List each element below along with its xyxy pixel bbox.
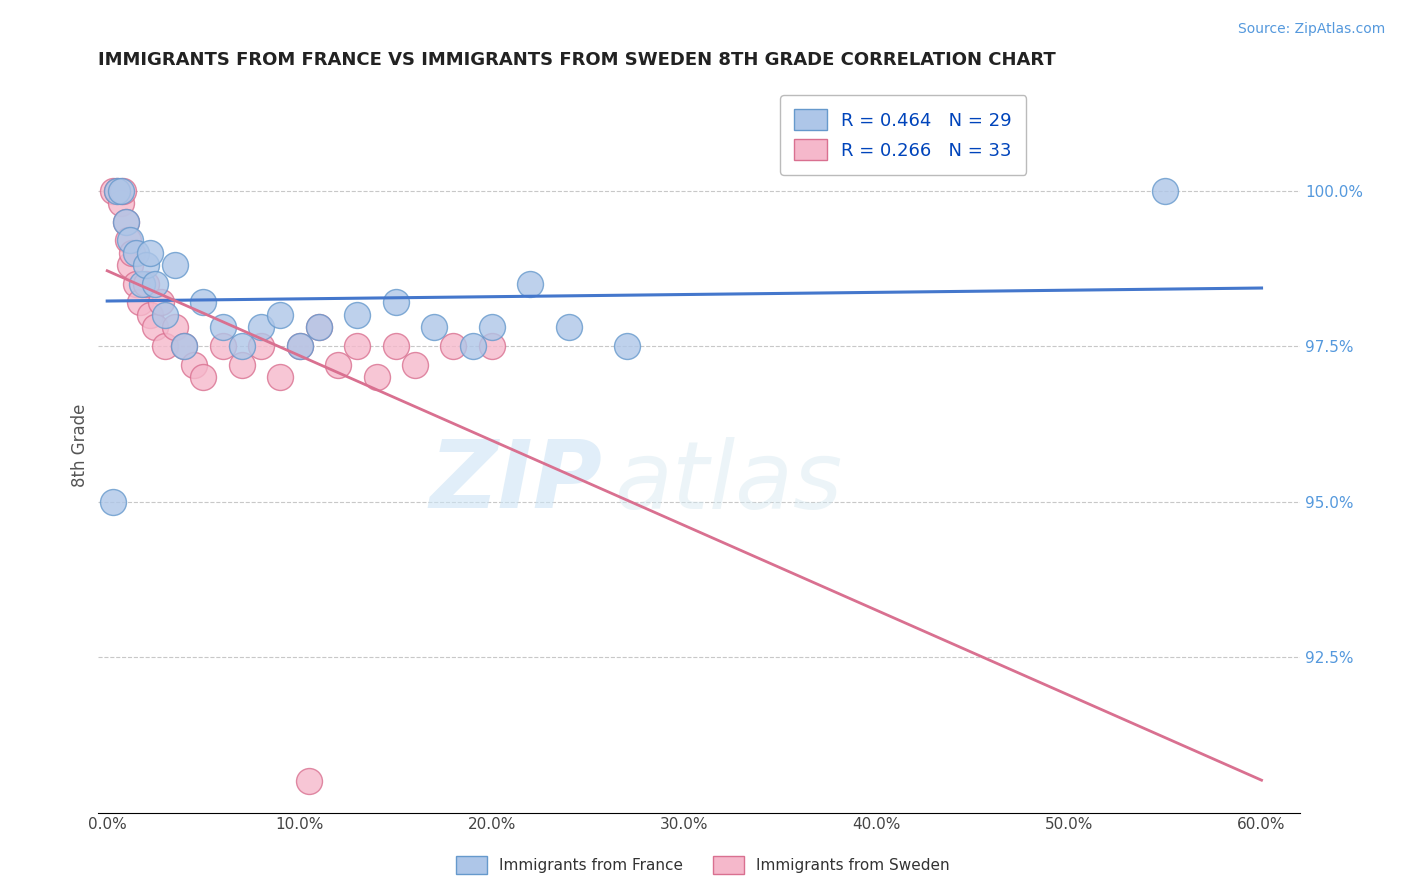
Point — [404, 358, 426, 372]
Point — [101, 184, 124, 198]
Point — [153, 308, 176, 322]
Point — [120, 233, 142, 247]
Point — [143, 277, 166, 291]
Point — [366, 370, 388, 384]
Point — [183, 358, 205, 372]
Point — [131, 277, 153, 291]
Text: ZIP: ZIP — [430, 436, 603, 528]
Point — [193, 295, 215, 310]
Point — [269, 370, 291, 384]
Point — [117, 233, 139, 247]
Point — [115, 214, 138, 228]
Point — [423, 320, 446, 334]
Point — [211, 320, 233, 334]
Point — [346, 339, 368, 353]
Point — [288, 339, 311, 353]
Text: Source: ZipAtlas.com: Source: ZipAtlas.com — [1237, 22, 1385, 37]
Legend: R = 0.464   N = 29, R = 0.266   N = 33: R = 0.464 N = 29, R = 0.266 N = 33 — [780, 95, 1026, 175]
Text: IMMIGRANTS FROM FRANCE VS IMMIGRANTS FROM SWEDEN 8TH GRADE CORRELATION CHART: IMMIGRANTS FROM FRANCE VS IMMIGRANTS FRO… — [97, 51, 1056, 69]
Point — [110, 196, 132, 211]
Point — [138, 308, 160, 322]
Point — [125, 277, 148, 291]
Point — [105, 184, 128, 198]
Point — [105, 184, 128, 198]
Point — [153, 339, 176, 353]
Point — [163, 320, 186, 334]
Point — [519, 277, 541, 291]
Point — [125, 245, 148, 260]
Point — [481, 339, 503, 353]
Point — [231, 358, 253, 372]
Point — [135, 258, 157, 272]
Point — [110, 184, 132, 198]
Point — [384, 339, 406, 353]
Point — [250, 339, 273, 353]
Point — [111, 184, 134, 198]
Point — [143, 320, 166, 334]
Point — [308, 320, 330, 334]
Point — [138, 245, 160, 260]
Point — [481, 320, 503, 334]
Point — [616, 339, 638, 353]
Point — [173, 339, 195, 353]
Point — [150, 295, 173, 310]
Point — [326, 358, 349, 372]
Point — [443, 339, 465, 353]
Point — [308, 320, 330, 334]
Y-axis label: 8th Grade: 8th Grade — [72, 404, 89, 487]
Point — [115, 214, 138, 228]
Point — [211, 339, 233, 353]
Point — [288, 339, 311, 353]
Point — [269, 308, 291, 322]
Point — [558, 320, 581, 334]
Point — [135, 277, 157, 291]
Point — [298, 774, 321, 789]
Point — [346, 308, 368, 322]
Point — [250, 320, 273, 334]
Point — [120, 258, 142, 272]
Point — [461, 339, 484, 353]
Point — [1154, 184, 1177, 198]
Point — [163, 258, 186, 272]
Legend: Immigrants from France, Immigrants from Sweden: Immigrants from France, Immigrants from … — [450, 850, 956, 880]
Point — [101, 494, 124, 508]
Point — [384, 295, 406, 310]
Point — [121, 245, 143, 260]
Point — [129, 295, 152, 310]
Point — [231, 339, 253, 353]
Text: atlas: atlas — [614, 437, 842, 528]
Point — [193, 370, 215, 384]
Point — [173, 339, 195, 353]
